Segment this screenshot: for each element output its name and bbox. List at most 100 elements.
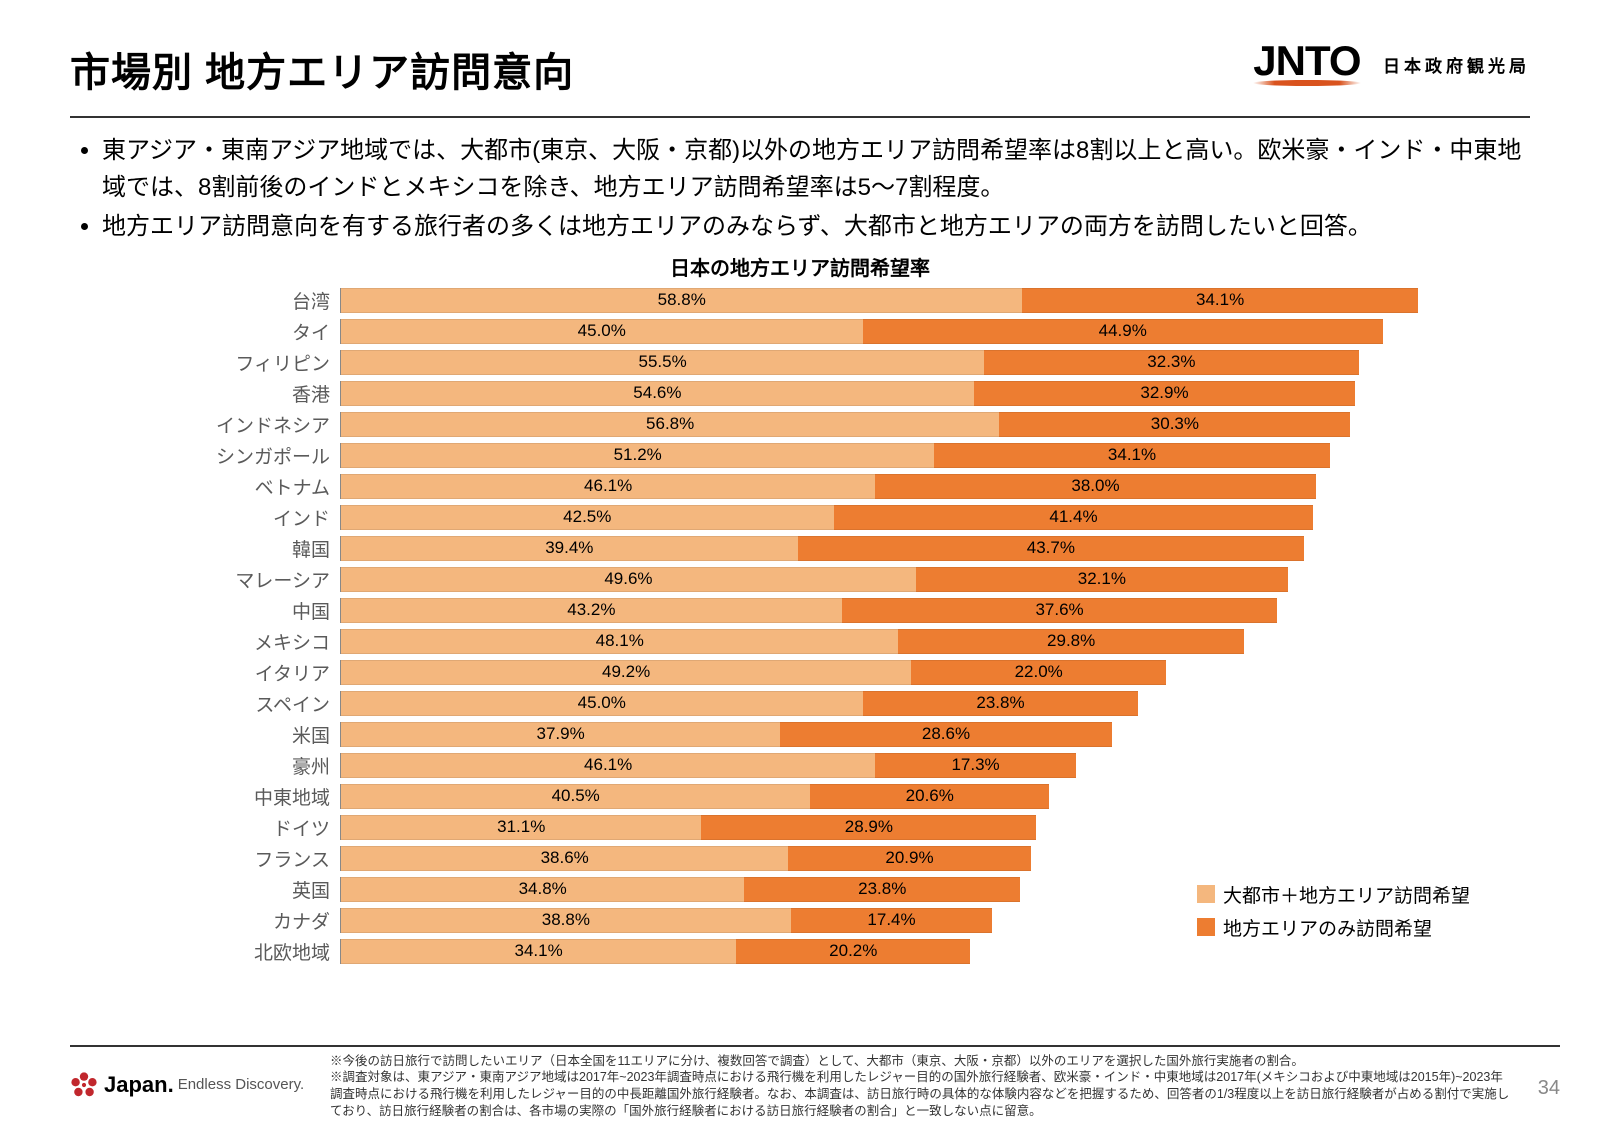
row-label: 米国 (190, 721, 340, 748)
bar-segment-series2: 44.9% (863, 319, 1383, 344)
row-label: 香港 (190, 380, 340, 407)
row-label: タイ (190, 318, 340, 345)
bar-track: 40.5%20.6% (340, 784, 1500, 809)
chart-row: インドネシア56.8%30.3% (190, 409, 1500, 440)
legend-item-series1: 大都市＋地方エリア訪問希望 (1197, 881, 1470, 908)
bar-segment-series1: 55.5% (341, 350, 984, 375)
chart-row: フランス38.6%20.9% (190, 843, 1500, 874)
bar-segment-series2: 32.3% (984, 350, 1358, 375)
flower-icon (70, 1071, 98, 1099)
row-label: 中東地域 (190, 783, 340, 810)
chart-row: シンガポール51.2%34.1% (190, 440, 1500, 471)
row-label: フィリピン (190, 349, 340, 376)
bar-segment-series1: 34.8% (341, 877, 744, 902)
bar-segment-series2: 28.6% (780, 722, 1111, 747)
bar-segment-series1: 40.5% (341, 784, 810, 809)
row-label: イタリア (190, 659, 340, 686)
chart-row: メキシコ48.1%29.8% (190, 626, 1500, 657)
row-label: インド (190, 504, 340, 531)
bar-segment-series1: 45.0% (341, 319, 863, 344)
row-label: メキシコ (190, 628, 340, 655)
chart-row: ドイツ31.1%28.9% (190, 812, 1500, 843)
footnote: ※今後の訪日旅行で訪問したいエリア（日本全国を11エリアに分け、複数回答で調査）… (330, 1053, 1510, 1070)
bar-segment-series1: 39.4% (341, 536, 798, 561)
bar-segment-series1: 34.1% (341, 939, 736, 964)
japan-tag: Endless Discovery. (178, 1076, 304, 1093)
header-divider (70, 116, 1530, 118)
bar-track: 48.1%29.8% (340, 629, 1500, 654)
bar-segment-series2: 30.3% (999, 412, 1350, 437)
row-label: スペイン (190, 690, 340, 717)
bar-segment-series1: 54.6% (341, 381, 974, 406)
page-number: 34 (1538, 1077, 1560, 1100)
row-label: シンガポール (190, 442, 340, 469)
legend-item-series2: 地方エリアのみ訪問希望 (1197, 914, 1470, 941)
bar-segment-series2: 32.9% (974, 381, 1355, 406)
footer: Japan. Endless Discovery. ※今後の訪日旅行で訪問したい… (70, 1045, 1560, 1121)
bar-track: 38.6%20.9% (340, 846, 1500, 871)
bar-segment-series1: 38.6% (341, 846, 788, 871)
bar-segment-series2: 17.4% (791, 908, 993, 933)
bar-track: 56.8%30.3% (340, 412, 1500, 437)
bar-track: 31.1%28.9% (340, 815, 1500, 840)
bullet-item: 地方エリア訪問意向を有する旅行者の多くは地方エリアのみならず、大都市と地方エリア… (102, 208, 1530, 245)
bar-track: 42.5%41.4% (340, 505, 1500, 530)
bar-segment-series2: 29.8% (898, 629, 1243, 654)
bar-segment-series1: 49.2% (341, 660, 911, 685)
bar-segment-series2: 37.6% (842, 598, 1278, 623)
bar-segment-series2: 32.1% (916, 567, 1288, 592)
chart-row: イタリア49.2%22.0% (190, 657, 1500, 688)
bar-track: 58.8%34.1% (340, 288, 1500, 313)
chart-row: 台湾58.8%34.1% (190, 285, 1500, 316)
chart-row: ベトナム46.1%38.0% (190, 471, 1500, 502)
bar-track: 51.2%34.1% (340, 443, 1500, 468)
bar-track: 46.1%38.0% (340, 474, 1500, 499)
logo-block: JNTO 日本政府観光局 (1253, 40, 1530, 86)
bar-segment-series1: 49.6% (341, 567, 916, 592)
bar-segment-series2: 41.4% (834, 505, 1314, 530)
row-label: インドネシア (190, 411, 340, 438)
bar-segment-series2: 43.7% (798, 536, 1304, 561)
legend-swatch (1197, 885, 1215, 903)
bar-segment-series2: 22.0% (911, 660, 1166, 685)
row-label: カナダ (190, 907, 340, 934)
row-label: 中国 (190, 597, 340, 624)
bar-segment-series1: 42.5% (341, 505, 834, 530)
bar-segment-series2: 34.1% (934, 443, 1329, 468)
bar-segment-series2: 23.8% (744, 877, 1020, 902)
bar-track: 46.1%17.3% (340, 753, 1500, 778)
row-label: 英国 (190, 876, 340, 903)
chart-row: 米国37.9%28.6% (190, 719, 1500, 750)
bar-segment-series2: 17.3% (875, 753, 1076, 778)
bar-segment-series2: 34.1% (1022, 288, 1417, 313)
bar-segment-series1: 38.8% (341, 908, 791, 933)
bullet-item: 東アジア・東南アジア地域では、大都市(東京、大阪・京都)以外の地方エリア訪問希望… (102, 132, 1530, 206)
bar-segment-series1: 45.0% (341, 691, 863, 716)
bar-track: 37.9%28.6% (340, 722, 1500, 747)
bar-segment-series1: 37.9% (341, 722, 780, 747)
bar-track: 45.0%44.9% (340, 319, 1500, 344)
chart-row: スペイン45.0%23.8% (190, 688, 1500, 719)
legend-label: 地方エリアのみ訪問希望 (1223, 914, 1432, 941)
row-label: 北欧地域 (190, 938, 340, 965)
chart-row: 韓国39.4%43.7% (190, 533, 1500, 564)
bar-track: 45.0%23.8% (340, 691, 1500, 716)
row-label: 台湾 (190, 287, 340, 314)
jnto-subtitle: 日本政府観光局 (1383, 52, 1530, 77)
page-title: 市場別 地方エリア訪問意向 (70, 40, 574, 98)
row-label: ベトナム (190, 473, 340, 500)
chart-row: 豪州46.1%17.3% (190, 750, 1500, 781)
bar-track: 55.5%32.3% (340, 350, 1500, 375)
bar-track: 49.2%22.0% (340, 660, 1500, 685)
bar-segment-series1: 51.2% (341, 443, 934, 468)
japan-brand: Japan. (104, 1072, 174, 1098)
row-label: 韓国 (190, 535, 340, 562)
bar-segment-series2: 38.0% (875, 474, 1315, 499)
chart-row: フィリピン55.5%32.3% (190, 347, 1500, 378)
bar-segment-series1: 56.8% (341, 412, 999, 437)
bar-track: 39.4%43.7% (340, 536, 1500, 561)
chart-row: マレーシア49.6%32.1% (190, 564, 1500, 595)
bar-segment-series1: 43.2% (341, 598, 842, 623)
bar-segment-series2: 23.8% (863, 691, 1139, 716)
chart: 台湾58.8%34.1%タイ45.0%44.9%フィリピン55.5%32.3%香… (190, 285, 1500, 967)
